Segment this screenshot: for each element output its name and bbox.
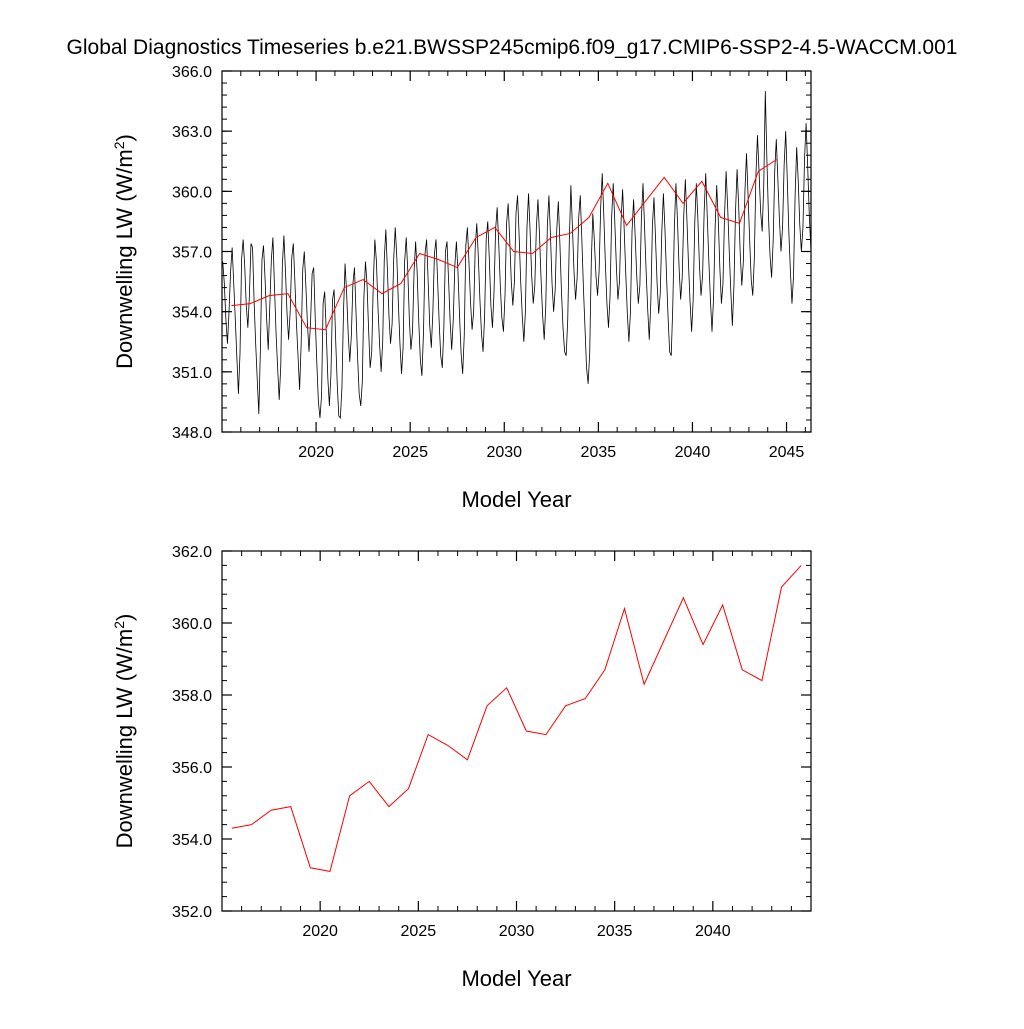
x-tick-label: 2030 bbox=[499, 923, 535, 940]
series-line-monthly bbox=[222, 91, 811, 420]
chart-panel-1: 2020 2025 2030 2035 2040 2045 348.0 351.0 354.0 3… bbox=[111, 64, 812, 512]
x-tick-label: 2025 bbox=[401, 923, 437, 940]
y-tick-label: 348.0 bbox=[172, 425, 212, 442]
y-axis-label: Downwelling LW (W/m2) bbox=[111, 134, 137, 369]
y-tick-label: 354.0 bbox=[172, 832, 212, 849]
chart-panel-2: 2020 2025 2030 2035 2040 352.0 354.0 356.0 358.0… bbox=[111, 544, 812, 991]
x-tick-label: 2035 bbox=[597, 923, 633, 940]
x-tick-label: 2040 bbox=[675, 444, 711, 461]
x-axis-label: Model Year bbox=[461, 487, 571, 512]
y-tick-label: 352.0 bbox=[172, 904, 212, 921]
y-tick-label: 354.0 bbox=[172, 305, 212, 322]
chart-title: Global Diagnostics Timeseries b.e21.BWSS… bbox=[67, 36, 958, 59]
x-tick-label: 2020 bbox=[298, 444, 334, 461]
series-line-annual bbox=[231, 158, 778, 331]
series-line-annual bbox=[231, 565, 802, 872]
x-tick-label: 2030 bbox=[486, 444, 522, 461]
x-tick-label: 2025 bbox=[392, 444, 428, 461]
x-tick-label: 2020 bbox=[302, 923, 338, 940]
y-tick-label: 357.0 bbox=[172, 245, 212, 262]
y-tick-label: 358.0 bbox=[172, 688, 212, 705]
x-axis-label: Model Year bbox=[461, 966, 571, 991]
x-tick-label: 2035 bbox=[581, 444, 617, 461]
y-tick-label: 360.0 bbox=[172, 184, 212, 201]
x-tick-label: 2040 bbox=[695, 923, 731, 940]
y-axis-label: Downwelling LW (W/m2) bbox=[111, 614, 137, 849]
y-tick-label: 362.0 bbox=[172, 544, 212, 561]
y-tick-label: 351.0 bbox=[172, 365, 212, 382]
x-tick-label: 2045 bbox=[769, 444, 805, 461]
y-tick-label: 363.0 bbox=[172, 124, 212, 141]
y-tick-label: 360.0 bbox=[172, 616, 212, 633]
y-tick-label: 366.0 bbox=[172, 64, 212, 81]
y-tick-label: 356.0 bbox=[172, 760, 212, 777]
